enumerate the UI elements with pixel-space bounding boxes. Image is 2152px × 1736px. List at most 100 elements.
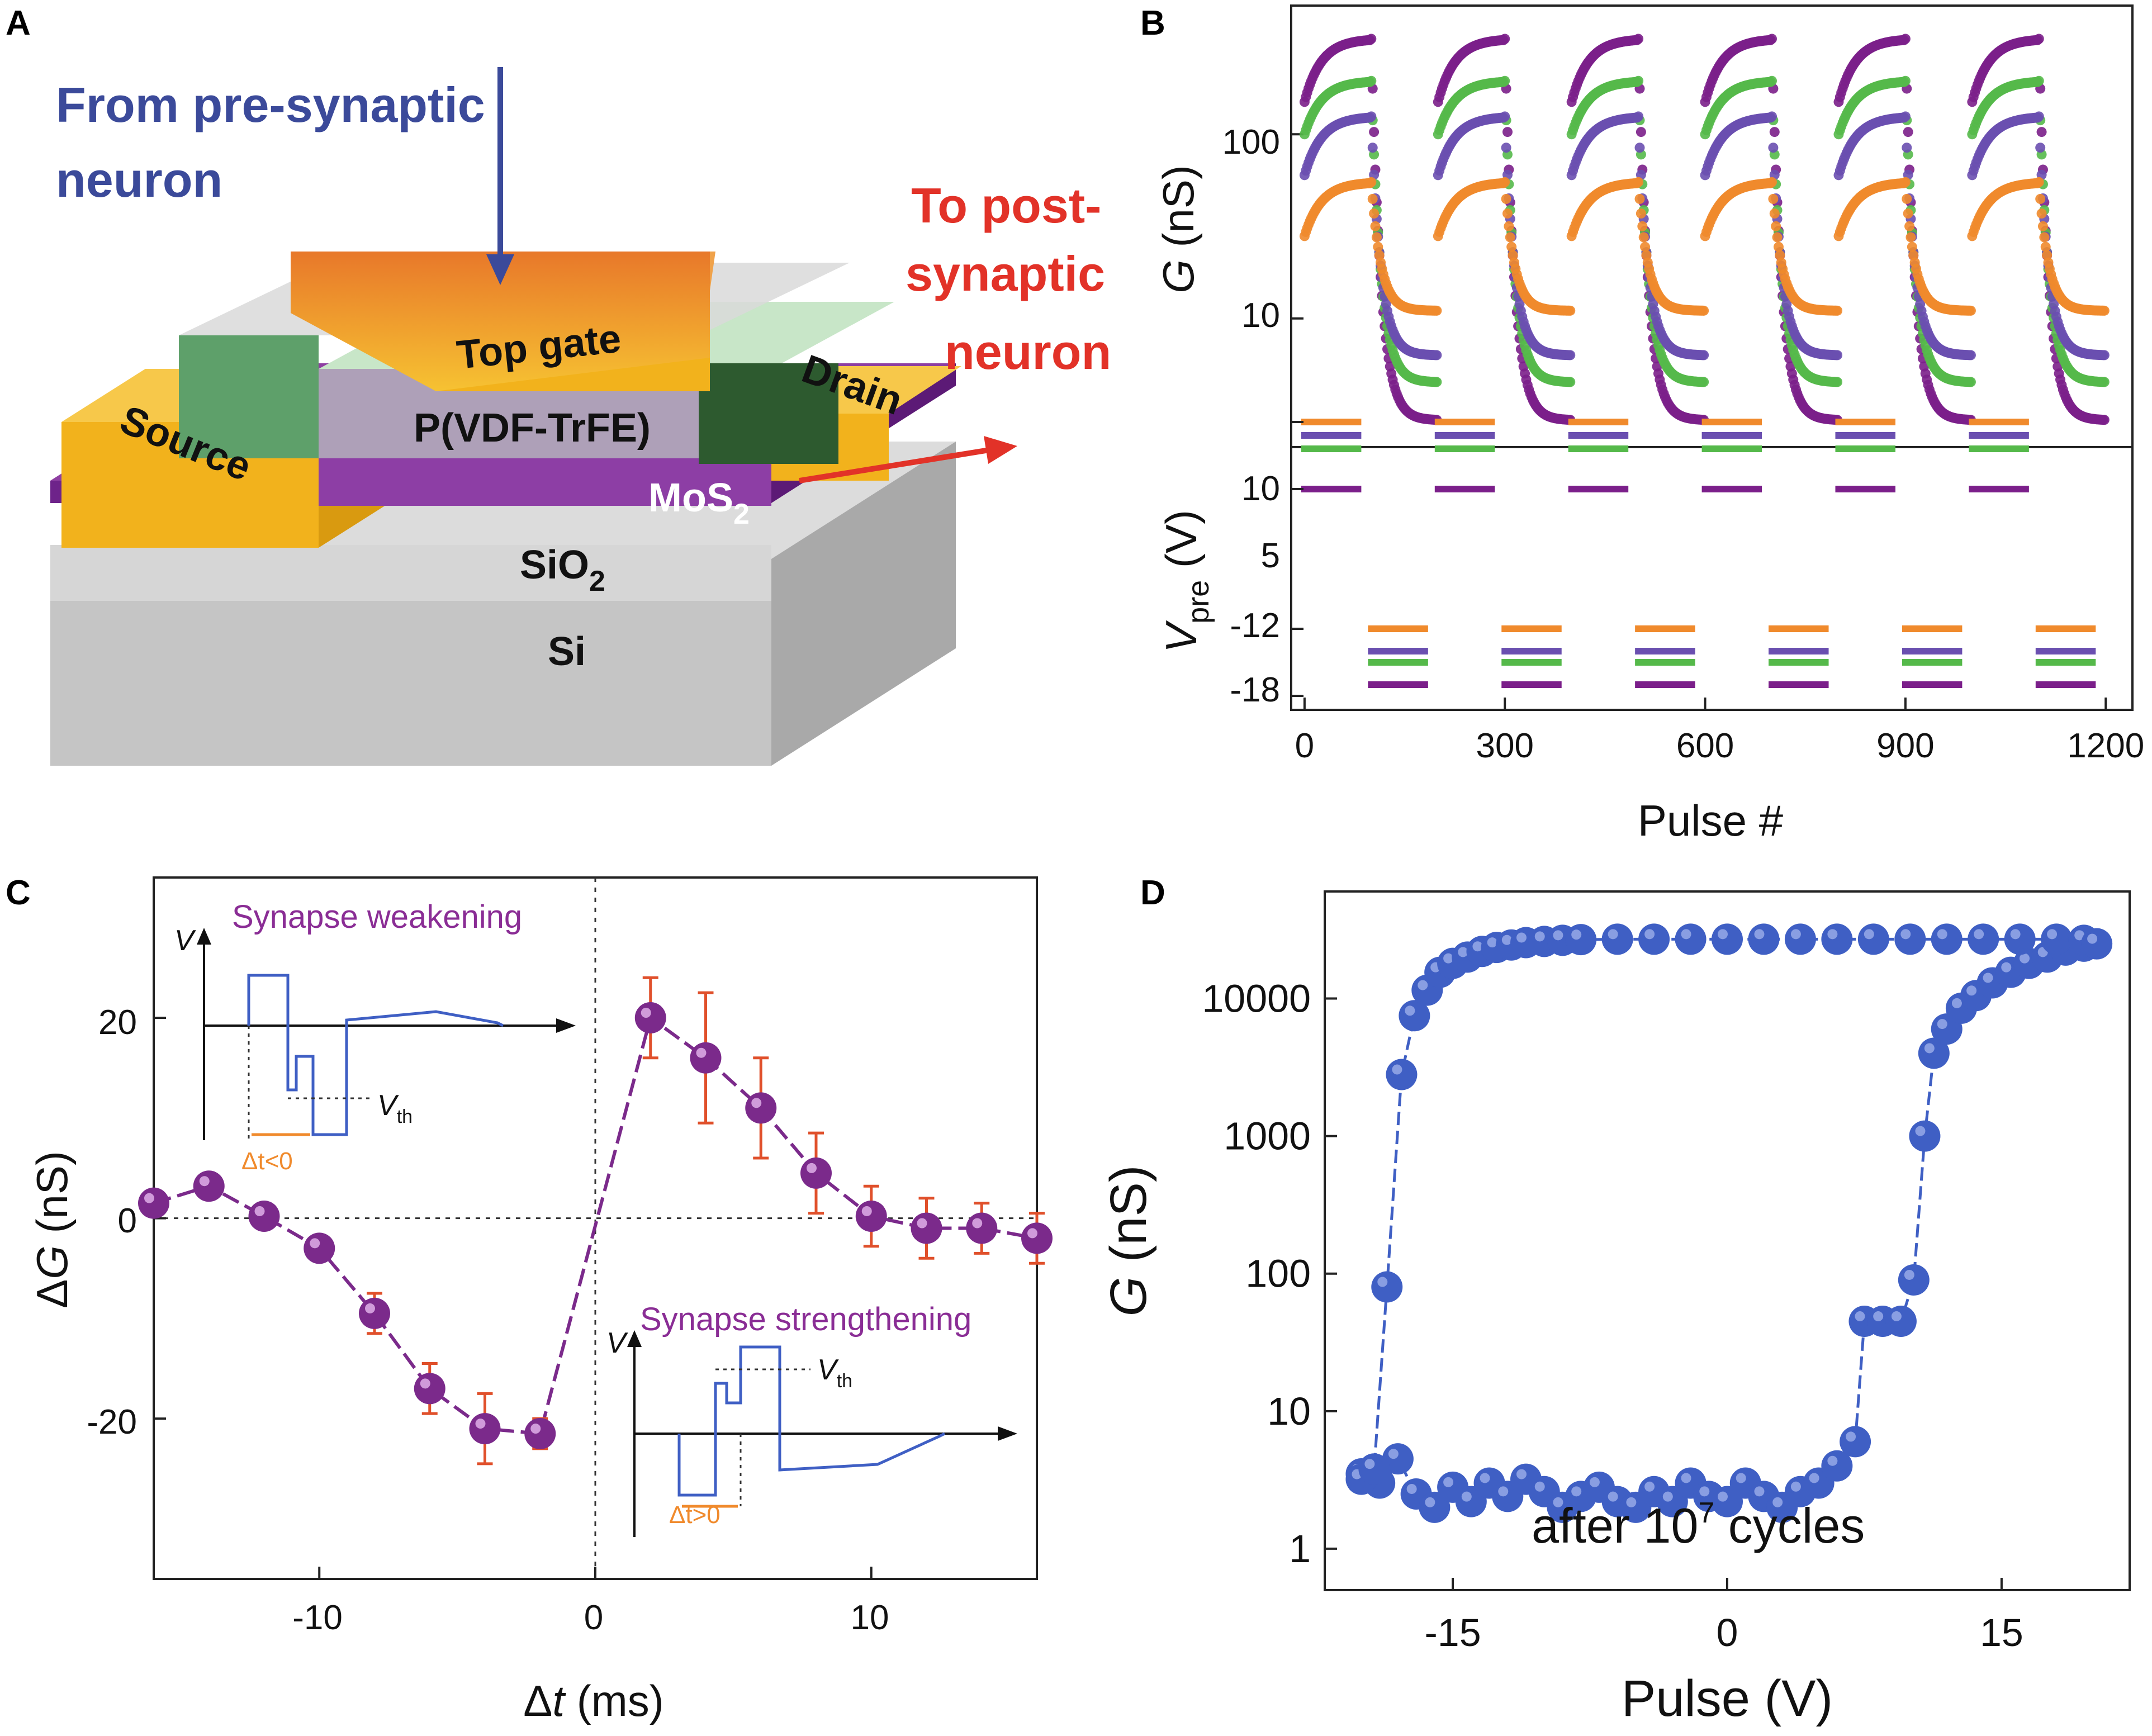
d-data-point-highlight [1377, 1277, 1388, 1287]
b-conductance-point [1773, 241, 1784, 252]
d-data-point-highlight [1754, 1486, 1765, 1497]
pvdf-right-face [699, 363, 838, 464]
b-conductance-point [1506, 241, 1517, 252]
d-data-point [2041, 923, 2073, 955]
d-data-point-highlight [1571, 929, 1582, 940]
panel-c: 20 0 -20 -10 0 10 Δt (ms) ΔG (nS) Synaps… [27, 876, 1053, 1725]
d-data-point-highlight [1900, 929, 1911, 940]
b-conductance-point [1565, 305, 1576, 316]
d-data-point [1638, 923, 1670, 955]
b-conductance-point [1637, 221, 1648, 231]
d-data-point-highlight [1487, 937, 1497, 948]
b-xtick-label: 300 [1476, 727, 1533, 765]
d-data-point-highlight [2047, 929, 2058, 940]
d-ytick-label: 10000 [1202, 977, 1311, 1021]
si-side-face [771, 442, 956, 766]
c-xlabel: Δt (ms) [523, 1676, 663, 1725]
inset1-t-axis-arrow [556, 1018, 576, 1033]
d-data-point [1748, 923, 1780, 955]
panel-b-frame [1290, 4, 2134, 711]
b-conductance-point [2099, 415, 2110, 425]
d-data-point-highlight [1699, 1486, 1710, 1497]
d-ytick-label: 1 [1289, 1527, 1311, 1571]
c-data-point-highlight [254, 1206, 265, 1216]
b-bottom-ylabel: Vpre (V) [1156, 510, 1215, 653]
b-conductance-point [1772, 232, 1783, 243]
c-data-point [690, 1042, 722, 1074]
d-data-point [1885, 1306, 1917, 1337]
d-data-point-highlight [2020, 953, 2030, 964]
b-conductance-point [1500, 34, 1510, 44]
c-data-point-highlight [530, 1424, 541, 1434]
b-conductance-point [2099, 377, 2110, 387]
inset1-v-axis-arrow [197, 928, 211, 945]
c-data-point [800, 1157, 832, 1189]
b-conductance-point [1501, 193, 1511, 204]
b-conductance-point [1504, 221, 1514, 231]
b-conductance-point [1501, 143, 1511, 153]
d-data-point-highlight [1681, 929, 1691, 940]
d-data-point-highlight [1443, 1477, 1454, 1487]
d-xtick-label: 0 [1717, 1611, 1738, 1654]
c-trend-line [153, 1015, 1037, 1436]
c-data-point [193, 1170, 225, 1202]
inset1-waveform [247, 974, 504, 1136]
d-data-point-highlight [1855, 1311, 1865, 1322]
c-data-point-highlight [696, 1047, 707, 1058]
b-conductance-point [1905, 232, 1916, 243]
b-conductance-point [1767, 177, 1777, 187]
c-data-point-highlight [365, 1303, 375, 1313]
d-data-point [1894, 923, 1926, 955]
pre-synaptic-arrow-head [486, 254, 514, 285]
panel-label-a: A [6, 4, 31, 42]
d-data-point-highlight [1790, 929, 1801, 940]
d-data-point [2081, 928, 2113, 960]
d-branch-line [1360, 937, 2097, 1481]
d-data-point-highlight [1392, 1064, 1402, 1075]
d-data-point-highlight [1608, 1491, 1618, 1502]
d-data-point-highlight [1443, 953, 1454, 964]
d-data-point [1898, 1264, 1930, 1296]
c-data-point [359, 1297, 390, 1329]
pre-synaptic-label-2: neuron [56, 152, 222, 207]
d-ytick-label: 1000 [1224, 1114, 1311, 1158]
panel-b: 100 10 G (nS) 10 5 -12 -18 Vpre (V) 0 300… [1154, 4, 2145, 845]
d-data-point-highlight [1772, 1497, 1783, 1507]
b-conductance-point [1565, 350, 1576, 361]
b-xtick-label: 0 [1295, 727, 1314, 765]
device-schematic: From pre-synaptic neuron To post- synapt… [50, 67, 1111, 766]
b-conductance-point [1900, 177, 1911, 187]
inset1-dt-label: Δt<0 [241, 1147, 293, 1175]
b-conductance-point [1366, 111, 1377, 122]
b-ytick-5v: 5 [1261, 537, 1280, 575]
b-conductance-point [2035, 143, 2046, 153]
b-conductance-point [1768, 193, 1779, 204]
b-conductance-point [1502, 127, 1513, 137]
panel-d-hysteresis-plot [1325, 923, 2113, 1590]
b-conductance-point [1431, 377, 1442, 387]
panel-b-conductance-plot [1291, 34, 2110, 425]
d-data-point-highlight [1904, 1269, 1914, 1280]
b-conductance-point [1640, 241, 1651, 252]
c-ytick-0: 0 [118, 1202, 137, 1240]
b-conductance-point [1371, 232, 1382, 243]
d-data-point [1821, 923, 1853, 955]
d-data-point [2004, 923, 2036, 955]
d-data-point-highlight [1388, 1449, 1399, 1459]
d-data-point [1712, 923, 1743, 955]
d-data-point-highlight [2087, 933, 2098, 944]
d-ytick-label: 100 [1245, 1252, 1311, 1296]
d-data-point [1840, 1426, 1871, 1458]
b-conductance-point [2037, 221, 2048, 231]
c-ytick-minus20: -20 [87, 1403, 137, 1441]
b-conductance-point [1767, 75, 1777, 86]
c-xtick-0: 0 [584, 1599, 603, 1637]
b-conductance-point [1699, 350, 1709, 361]
d-data-point-highlight [1662, 1491, 1673, 1502]
b-conductance-point [1366, 177, 1377, 187]
d-data-point [1371, 1271, 1403, 1303]
d-data-point-highlight [1924, 1043, 1935, 1054]
c-data-point [524, 1418, 556, 1450]
b-xtick-labels: 0 300 600 900 1200 [1295, 727, 2145, 765]
d-ylabel: G (nS) [1100, 1165, 1157, 1317]
